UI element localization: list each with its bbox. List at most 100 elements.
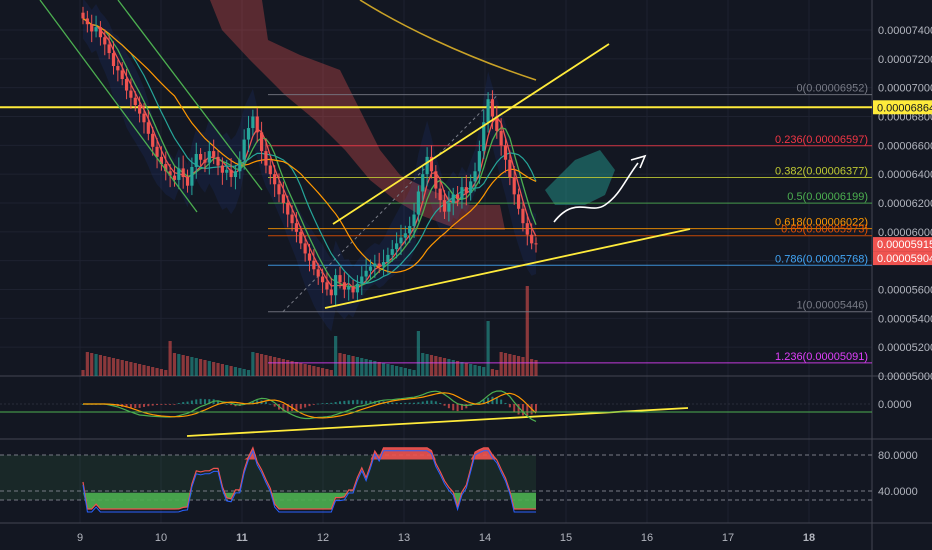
candle (447, 191, 451, 222)
volume-bar (259, 354, 264, 376)
macd-histogram-bar (456, 404, 459, 412)
volume-bar (124, 361, 129, 376)
macd-histogram-bar (452, 404, 455, 411)
price-tick-label: 0.00007000 (878, 83, 932, 95)
macd-histogram-bar (404, 402, 407, 404)
candle-body (320, 276, 325, 283)
volume-bar (338, 353, 342, 376)
macd-histogram-bar (256, 400, 259, 404)
volume-bar (199, 359, 203, 376)
macd-histogram-bar (225, 403, 228, 405)
candle (98, 21, 103, 46)
macd-histogram-bar (399, 402, 402, 404)
candle-body (164, 164, 168, 172)
candle (338, 266, 342, 289)
candle-body (516, 194, 521, 209)
macd-histogram-bar (177, 403, 180, 404)
volume-bar (316, 367, 320, 376)
macd-histogram-bar (421, 401, 424, 404)
candle (368, 259, 373, 280)
candle (412, 203, 416, 238)
macd-histogram-bar (482, 399, 485, 404)
candle-body (403, 233, 407, 238)
candle (347, 274, 351, 301)
macd-histogram-bar (129, 404, 132, 408)
macd-histogram-bar (217, 400, 220, 404)
candle-body (238, 159, 242, 172)
volume-bar (329, 370, 333, 376)
volume-bar (495, 370, 499, 376)
macd-histogram-bar (286, 404, 289, 412)
price-badge: 0.00006864 (873, 100, 932, 115)
candle (194, 142, 198, 179)
candle-body (185, 177, 190, 186)
candle (103, 29, 107, 56)
candle (220, 157, 224, 185)
candle (94, 15, 98, 38)
candle (242, 129, 246, 170)
macd-histogram-bar (343, 400, 346, 404)
macd-histogram-bar (369, 400, 372, 404)
candle-body (464, 187, 468, 193)
fib-level-label: 0.5(0.00006199) (787, 191, 868, 203)
volume-bar (386, 364, 390, 376)
candle-body (216, 156, 220, 166)
volume-bar (508, 354, 512, 376)
fib-level-label: 0.786(0.00005768) (775, 253, 868, 265)
candle (455, 185, 460, 207)
candle (460, 176, 464, 209)
volume-bar (246, 370, 251, 376)
volume-bar (212, 362, 216, 376)
macd-histogram-bar (413, 402, 416, 404)
macd-histogram-bar (443, 404, 446, 406)
projection-arrow-head (630, 154, 647, 169)
rsi-band-fill (0, 455, 536, 500)
volume-bar (103, 356, 107, 376)
volume-bar (85, 352, 89, 376)
candle-body (246, 128, 251, 140)
candle-body (521, 208, 525, 224)
macd-histogram-bar (134, 404, 137, 409)
candle (159, 146, 164, 171)
candle (229, 158, 233, 187)
date-tick-label: 13 (398, 532, 410, 544)
candle (334, 268, 338, 307)
volume-bar (486, 321, 490, 376)
macd-histogram-bar (195, 399, 198, 404)
candle-body (477, 151, 481, 172)
volume-bar (412, 370, 416, 376)
trendlines[interactable] (39, 0, 691, 437)
candle (294, 212, 299, 243)
candle (434, 165, 438, 199)
candle-body (203, 159, 207, 163)
volume-bar (347, 355, 351, 376)
macd-histogram-bar (338, 401, 341, 404)
macd-histogram-bar (299, 404, 302, 409)
downtrend-channel-upper (39, 0, 198, 213)
candle-body (473, 171, 477, 182)
date-tick-label: 12 (317, 532, 329, 544)
macd-histogram-bar (517, 404, 520, 415)
fib-level-label: 0.382(0.00006377) (775, 165, 868, 177)
candle-body (107, 44, 111, 54)
price-tick-label: 0.00006600 (878, 140, 932, 152)
candle (138, 96, 142, 123)
macd-histogram-bar (304, 404, 307, 408)
volume-bar (81, 370, 85, 376)
candle-body (294, 223, 299, 232)
candle-body (525, 223, 529, 235)
volume-bar (334, 336, 338, 376)
price-tick-label: 0.00006800 (878, 112, 932, 124)
volume-bar (390, 365, 394, 376)
macd-histogram-bar (487, 397, 490, 404)
volume-bar (399, 367, 403, 376)
volume-bar (455, 361, 460, 376)
candle (246, 115, 251, 152)
candle-body (386, 254, 390, 263)
volume-bar (177, 354, 181, 376)
candle-body (460, 187, 464, 199)
volume-bar (194, 358, 198, 376)
candle-body (233, 171, 238, 178)
